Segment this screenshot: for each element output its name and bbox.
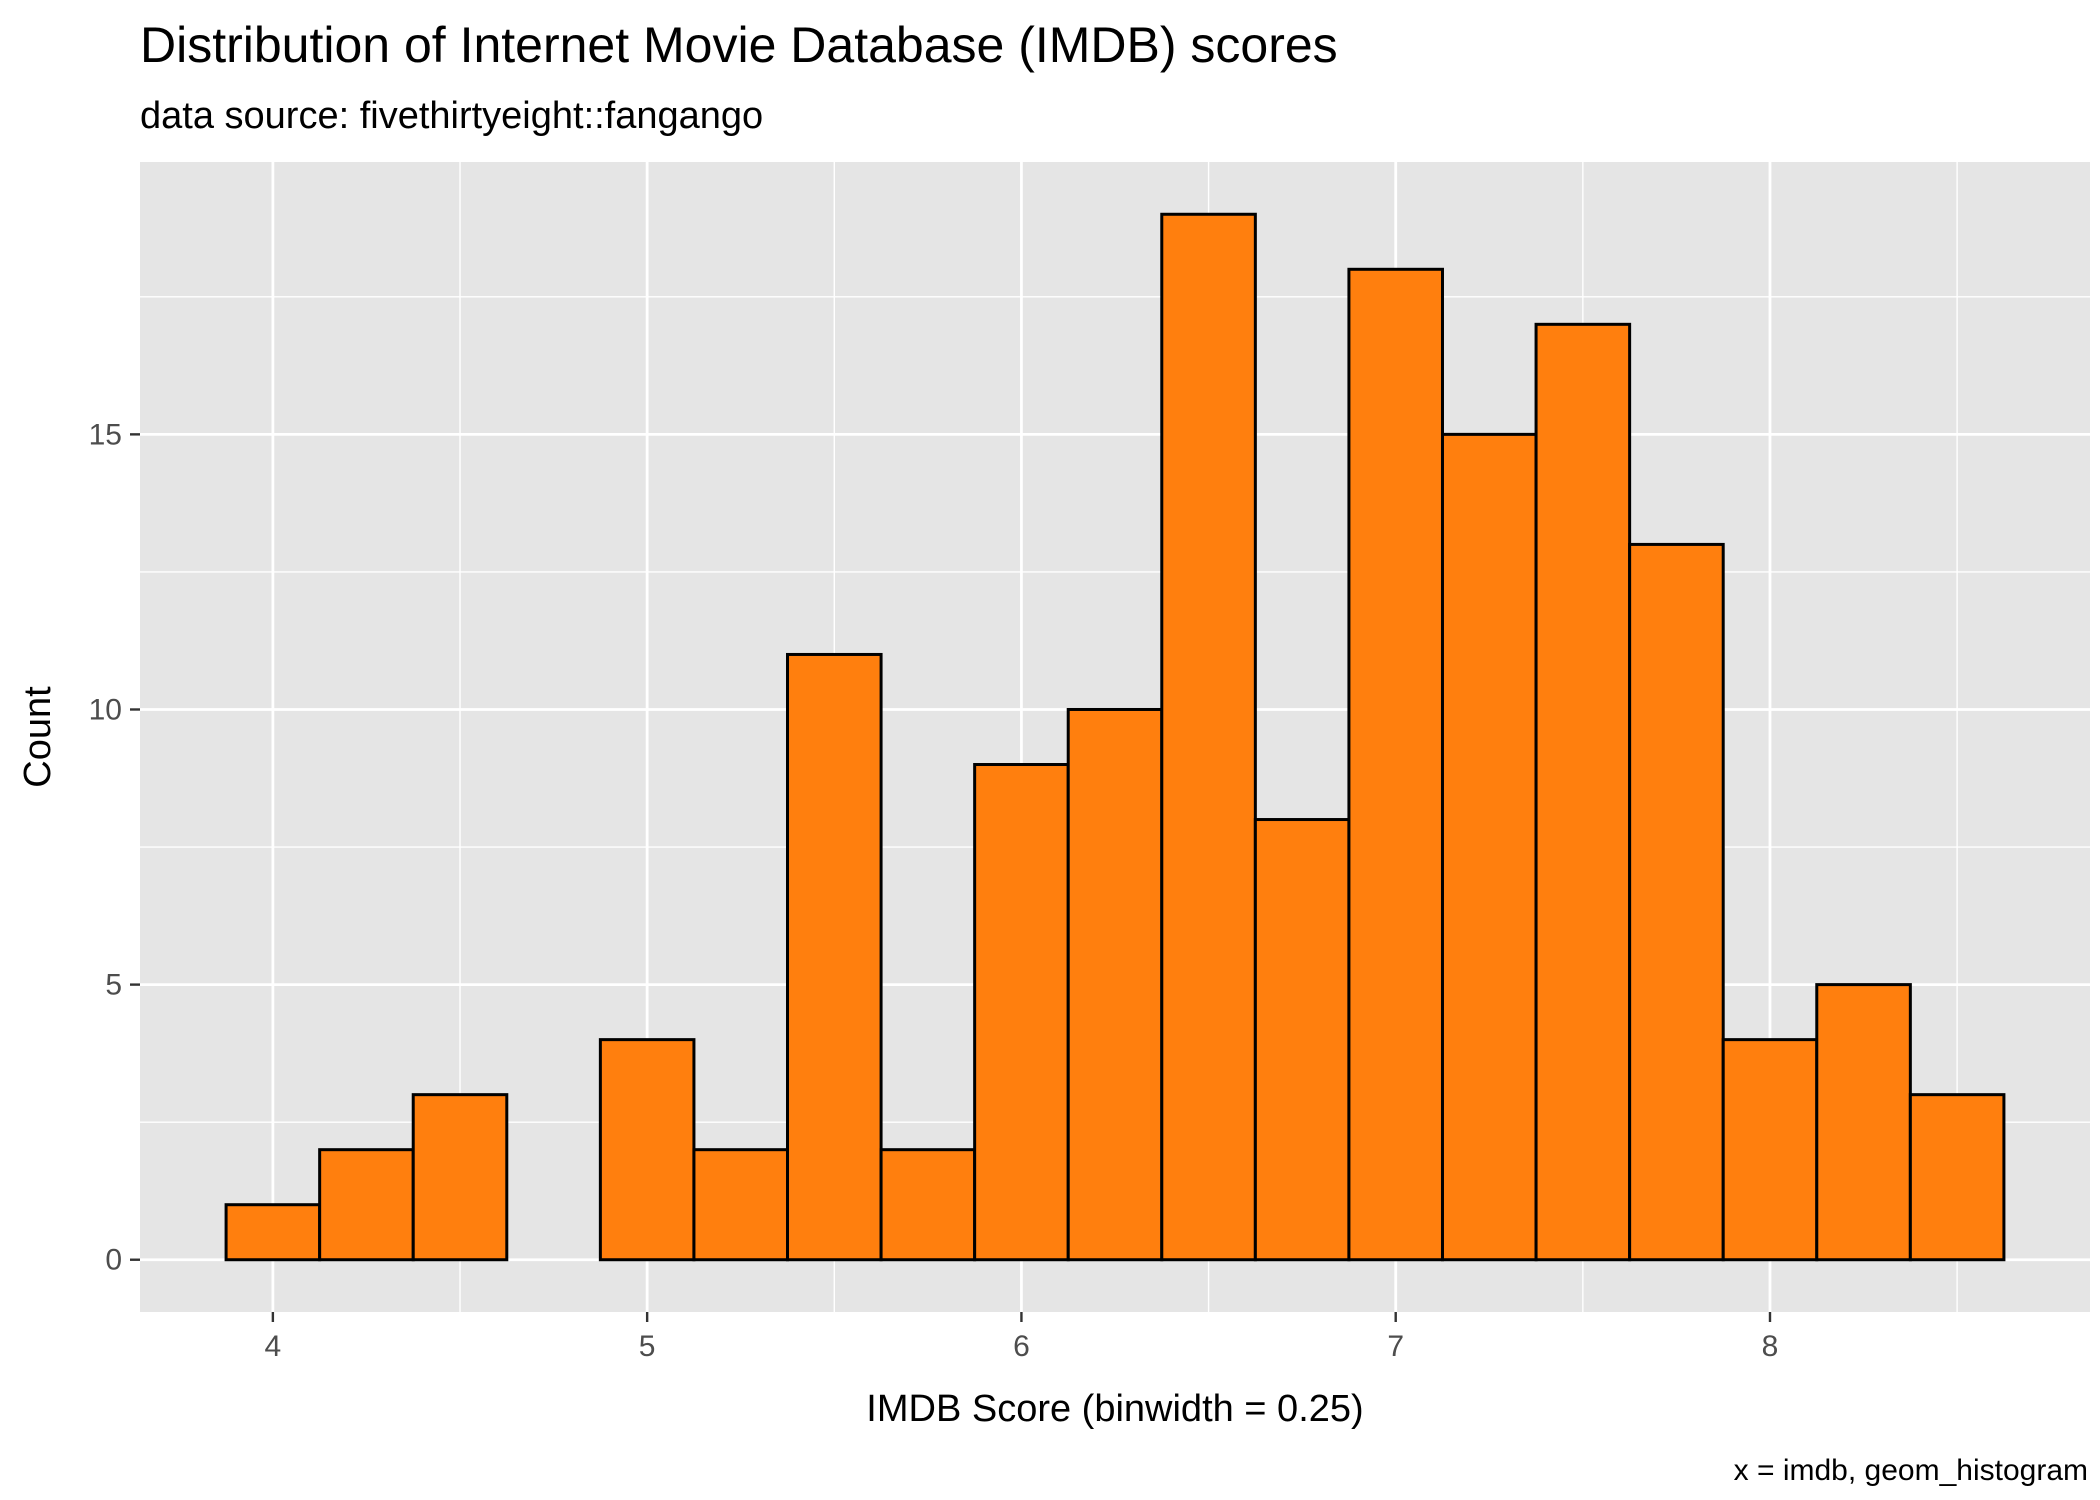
y-axis-ticks: 0 5 10 15 (89, 418, 140, 1277)
histogram-bar (879, 1148, 977, 1262)
chart-subtitle: data source: fivethirtyeight::fangango (140, 95, 763, 137)
chart-caption: x = imdb, geom_histogram (1734, 1454, 2088, 1487)
y-tick-label: 5 (105, 969, 122, 1002)
histogram-bars (224, 212, 2006, 1262)
x-tick-label: 8 (1762, 1330, 1779, 1363)
histogram-bar (1908, 1093, 2006, 1262)
y-axis-title: Count (17, 686, 59, 788)
x-tick-label: 6 (1013, 1330, 1030, 1363)
histogram-bar (1440, 432, 1538, 1262)
x-axis-title: IMDB Score (binwidth = 0.25) (866, 1388, 1363, 1430)
histogram-bar (1628, 542, 1725, 1262)
histogram-bar (973, 763, 1070, 1262)
histogram-bar (1534, 322, 1632, 1262)
histogram-bar (411, 1093, 509, 1262)
x-tick-label: 7 (1387, 1330, 1404, 1363)
y-tick-label: 0 (105, 1244, 122, 1277)
x-axis-ticks: 4 5 6 7 8 (265, 1312, 1779, 1363)
histogram-bar (1347, 267, 1444, 1262)
x-tick-label: 5 (639, 1330, 656, 1363)
y-tick-label: 15 (89, 418, 122, 451)
histogram-bar (1066, 707, 1164, 1262)
histogram-bar (598, 1038, 696, 1262)
histogram-bar (692, 1148, 790, 1262)
y-tick-label: 10 (89, 693, 122, 726)
histogram-bar (786, 652, 883, 1262)
histogram-bar (224, 1203, 322, 1262)
chart-title: Distribution of Internet Movie Database … (140, 17, 1338, 73)
histogram-bar (1160, 212, 1257, 1262)
histogram-bar (1815, 983, 1912, 1262)
x-tick-label: 4 (265, 1330, 282, 1363)
histogram-bar (1721, 1038, 1819, 1262)
histogram-bar (1253, 818, 1351, 1262)
histogram-bar (318, 1148, 415, 1262)
